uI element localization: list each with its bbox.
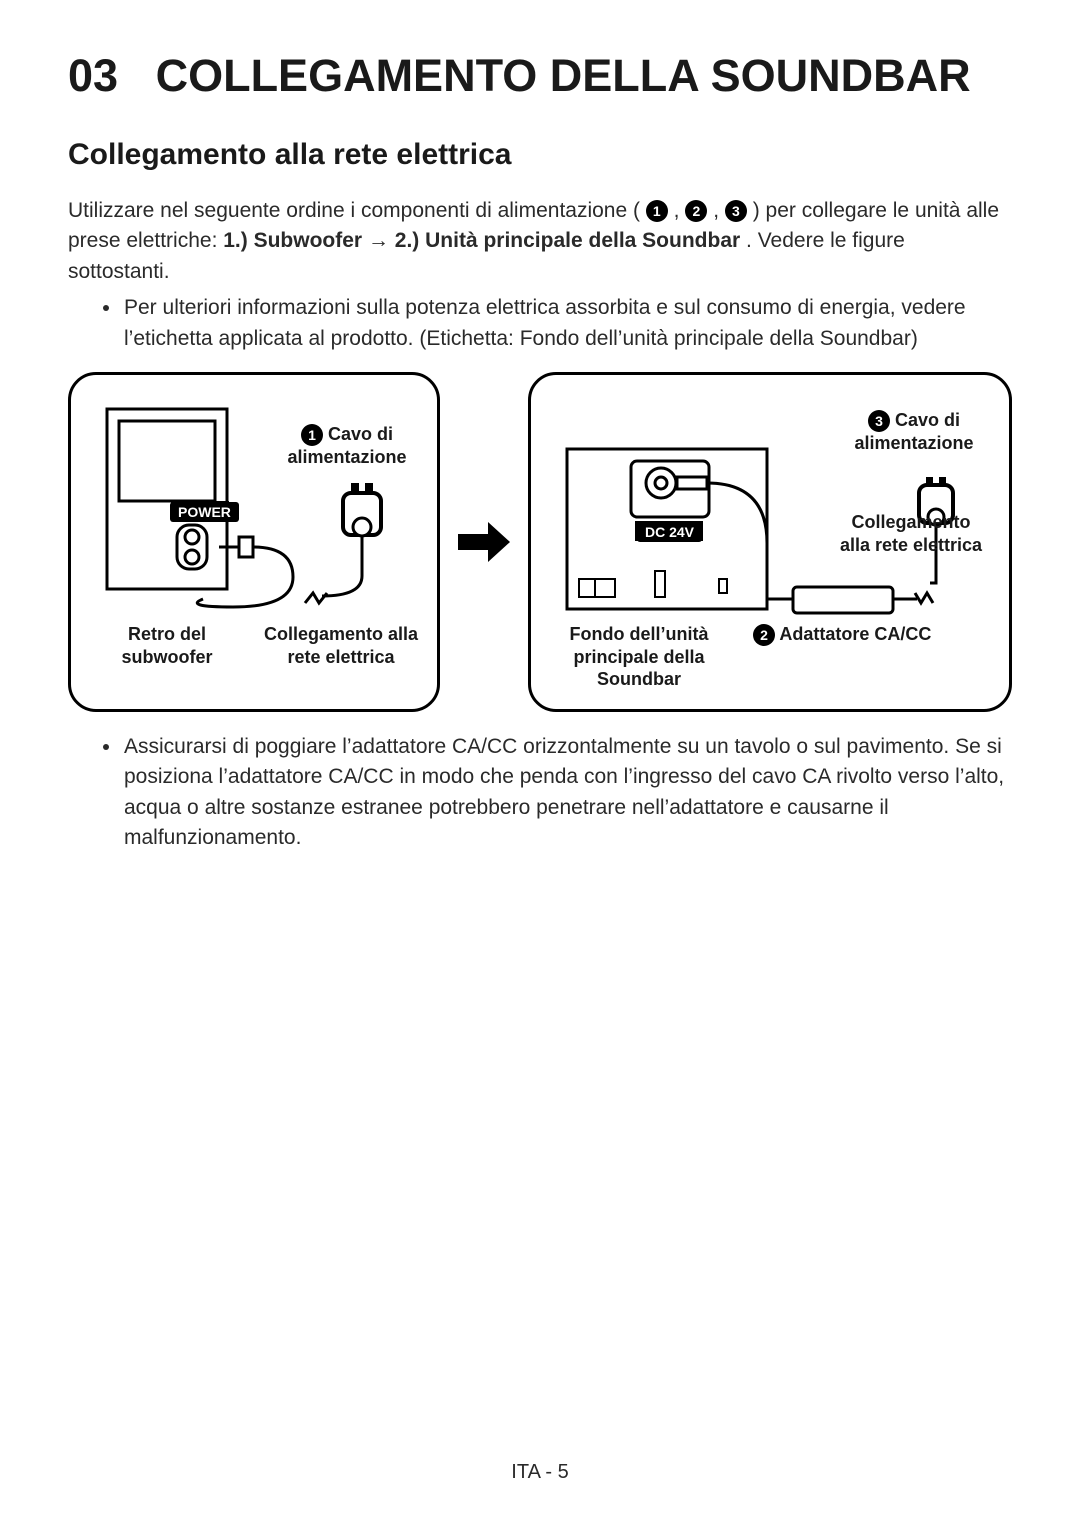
intro-text: , bbox=[713, 199, 725, 222]
diagram-row: 1 Cavo di alimentazione bbox=[68, 372, 1012, 712]
port-label-text: DC 24V bbox=[637, 522, 702, 542]
page: 03 COLLEGAMENTO DELLA SOUNDBAR Collegame… bbox=[0, 0, 1080, 1532]
section-heading: Collegamento alla rete elettrica bbox=[68, 138, 1012, 172]
callout-text: alla rete elettrica bbox=[831, 534, 991, 557]
callout-text: Cavo di bbox=[895, 410, 960, 430]
page-footer: ITA - 5 bbox=[0, 1461, 1080, 1484]
caption-text: Fondo dell’unità bbox=[549, 623, 729, 646]
callout-text: Cavo di bbox=[328, 424, 393, 444]
caption-subwoofer-back: Retro del subwoofer bbox=[89, 623, 245, 668]
arrow-right-icon: → bbox=[368, 229, 395, 252]
callout-1: 1 Cavo di alimentazione bbox=[267, 423, 427, 469]
chapter-title: COLLEGAMENTO DELLA SOUNDBAR bbox=[156, 50, 971, 101]
badge-3-icon: 3 bbox=[868, 410, 890, 432]
intro-text: Utilizzare nel seguente ordine i compone… bbox=[68, 199, 640, 222]
port-label-text: POWER bbox=[170, 502, 239, 522]
footer-lang: ITA bbox=[511, 1461, 540, 1483]
callout-text: alimentazione bbox=[839, 432, 989, 455]
callout-mains-right: Collegamento alla rete elettrica bbox=[831, 511, 991, 556]
port-label-dc24v: DC 24V bbox=[637, 522, 702, 542]
arrow-right-large-icon bbox=[454, 512, 514, 572]
port-label-power: POWER bbox=[170, 502, 239, 522]
badge-3-icon: 3 bbox=[725, 200, 747, 222]
caption-text: rete elettrica bbox=[263, 646, 419, 669]
caption-text: principale della bbox=[549, 646, 729, 669]
caption-text: Soundbar bbox=[549, 668, 729, 691]
intro-text: , bbox=[674, 199, 686, 222]
badge-1-icon: 1 bbox=[646, 200, 668, 222]
diagram-panel-soundbar: 3 Cavo di alimentazione Collegamento all… bbox=[528, 372, 1012, 712]
chapter-heading: 03 COLLEGAMENTO DELLA SOUNDBAR bbox=[68, 50, 1012, 102]
bullet-list-top: Per ulteriori informazioni sulla potenza… bbox=[68, 293, 1012, 354]
callout-text: Collegamento bbox=[831, 511, 991, 534]
bullet-list-bottom: Assicurarsi di poggiare l’adattatore CA/… bbox=[68, 732, 1012, 854]
diagram-panel-subwoofer: 1 Cavo di alimentazione bbox=[68, 372, 440, 712]
caption-mains: Collegamento alla rete elettrica bbox=[263, 623, 419, 668]
intro-paragraph: Utilizzare nel seguente ordine i compone… bbox=[68, 196, 1012, 287]
chapter-number: 03 bbox=[68, 50, 118, 101]
callout-label: 3 Cavo di bbox=[839, 409, 989, 432]
footer-sep: - bbox=[540, 1461, 558, 1483]
callout-2: 2 Adattatore CA/CC bbox=[743, 623, 991, 646]
badge-2-icon: 2 bbox=[753, 624, 775, 646]
list-item: Assicurarsi di poggiare l’adattatore CA/… bbox=[122, 732, 1012, 854]
list-item: Per ulteriori informazioni sulla potenza… bbox=[122, 293, 1012, 354]
callout-text: alimentazione bbox=[267, 446, 427, 469]
caption-text: Collegamento alla bbox=[263, 623, 419, 646]
caption-soundbar-bottom: Fondo dell’unità principale della Soundb… bbox=[549, 623, 729, 691]
callout-3: 3 Cavo di alimentazione bbox=[839, 409, 989, 455]
callout-text: Adattatore CA/CC bbox=[779, 624, 931, 644]
badge-2-icon: 2 bbox=[685, 200, 707, 222]
footer-page: 5 bbox=[558, 1461, 569, 1483]
badge-1-icon: 1 bbox=[301, 424, 323, 446]
callout-label: 1 Cavo di bbox=[267, 423, 427, 446]
intro-bold: 2.) Unità principale della Soundbar bbox=[395, 229, 740, 252]
sequence-arrow bbox=[454, 372, 514, 712]
intro-bold: 1.) Subwoofer bbox=[223, 229, 362, 252]
